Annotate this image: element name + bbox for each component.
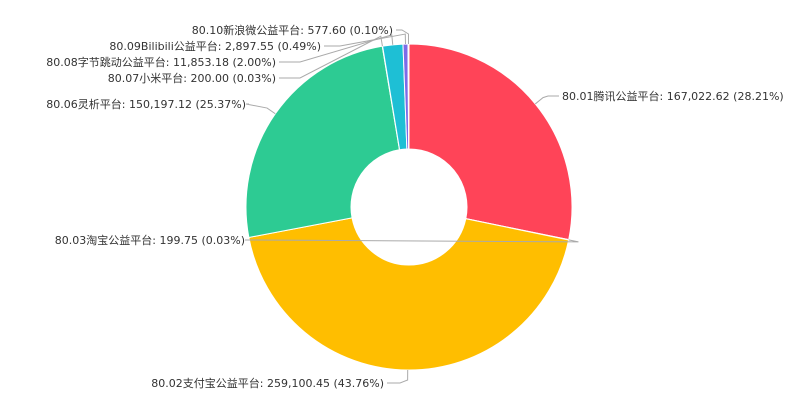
leader-line [245, 103, 276, 115]
slice-label: 80.03淘宝公益平台: 199.75 (0.03%) [55, 233, 245, 247]
pie-slice[interactable] [408, 43, 573, 241]
slice-label: 80.06灵析平台: 150,197.12 (25.37%) [46, 97, 246, 111]
slice-label: 80.07小米平台: 200.00 (0.03%) [108, 71, 276, 85]
slice-label: 80.08字节跳动公益平台: 11,853.18 (2.00%) [46, 55, 276, 69]
leader-line [396, 29, 410, 45]
pie-slice[interactable] [407, 43, 410, 150]
leader-line [324, 33, 406, 47]
leader-line [244, 239, 579, 243]
leader-lines [244, 29, 579, 384]
leader-line [279, 34, 394, 63]
pie-slice[interactable] [245, 45, 401, 239]
leader-line [387, 369, 409, 384]
slice-labels: 80.01腾讯公益平台: 167,022.62 (28.21%) 80.03淘宝公… [46, 23, 783, 390]
slice-label: 80.10新浪微公益平台: 577.60 (0.10%) [192, 23, 393, 37]
leader-line [534, 95, 559, 105]
slice-label: 80.01腾讯公益平台: 167,022.62 (28.21%) [562, 89, 784, 103]
slices [245, 43, 573, 371]
slice-label: 80.02支付宝公益平台: 259,100.45 (43.76%) [151, 376, 384, 390]
pie-slice[interactable] [248, 217, 570, 371]
leader-line [279, 35, 383, 79]
slice-label: 80.09Bilibili公益平台: 2,897.55 (0.49%) [109, 39, 321, 53]
